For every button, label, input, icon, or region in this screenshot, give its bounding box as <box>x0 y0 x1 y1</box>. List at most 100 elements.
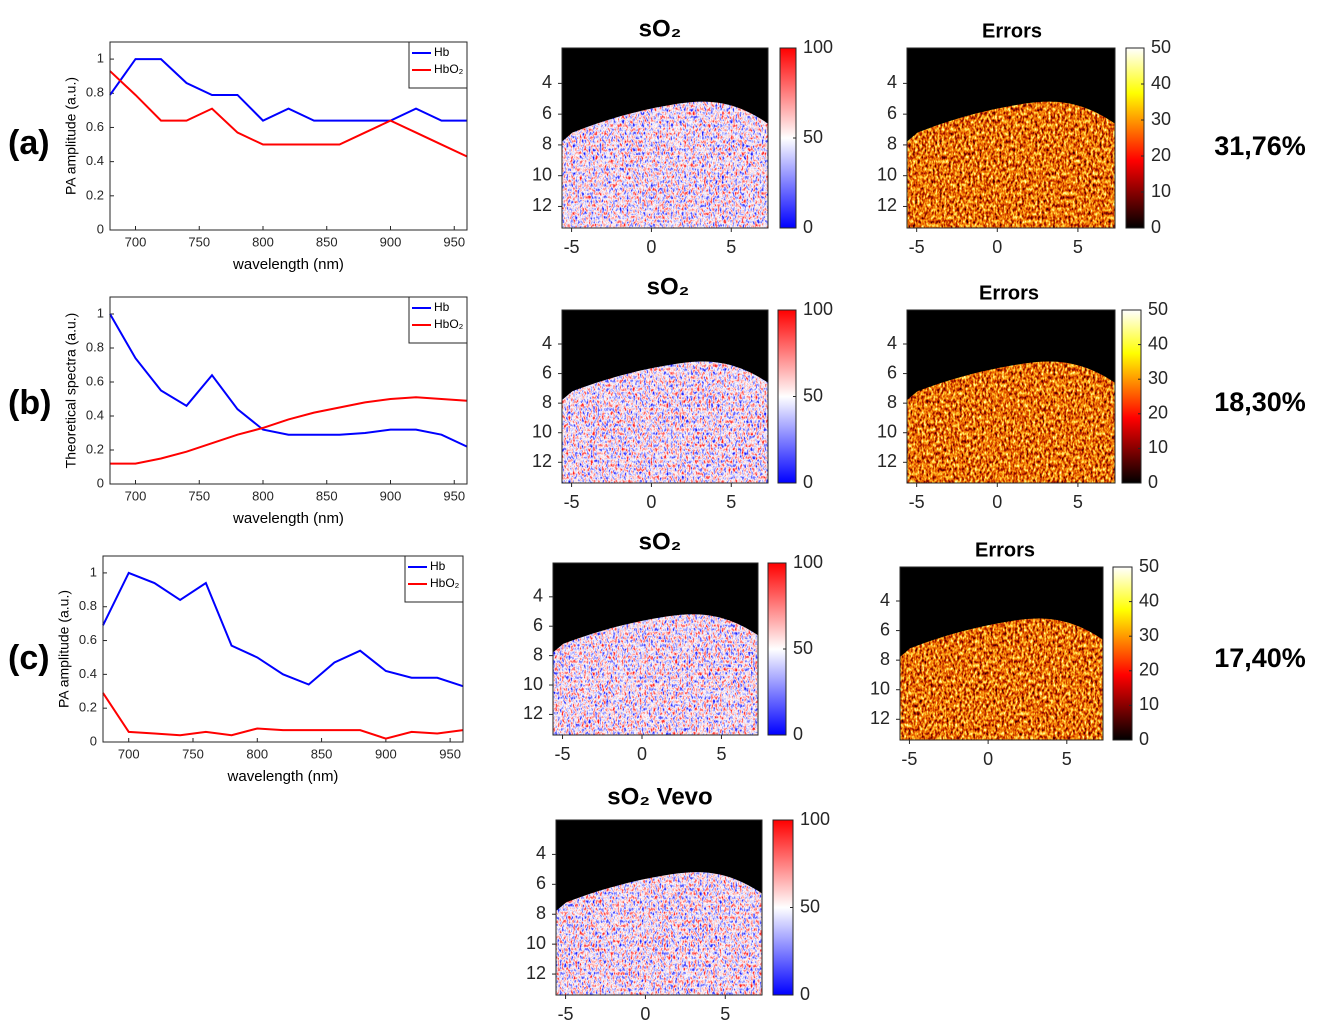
background-mask <box>900 567 1103 657</box>
x-tick-label: 800 <box>252 488 274 503</box>
y-tick-label: 10 <box>532 164 552 184</box>
chart-title: sO₂ Vevo <box>607 783 712 810</box>
y-tick-label: 0.8 <box>86 339 104 354</box>
y-tick-label: 12 <box>532 195 552 215</box>
y-tick-label: 12 <box>870 708 890 728</box>
axes-box <box>109 296 468 485</box>
y-tick-label: 1 <box>97 51 104 66</box>
y-tick-label: 4 <box>880 590 890 610</box>
colorbar-tick-label: 50 <box>1151 37 1171 57</box>
legend-box <box>408 41 468 89</box>
colorbar-tick-label: 0 <box>793 724 803 744</box>
colorbar-tick-label: 30 <box>1151 109 1171 129</box>
x-tick-label: 0 <box>640 1004 650 1024</box>
x-tick-label: 5 <box>1062 749 1072 769</box>
chart-title: sO₂ <box>647 273 690 300</box>
chart-title: Errors <box>975 539 1035 561</box>
y-tick-label: 10 <box>877 421 897 441</box>
colorbar-tick-label: 0 <box>800 984 810 1004</box>
colorbar-tick-label: 20 <box>1139 660 1159 680</box>
y-tick-label: 8 <box>542 134 552 154</box>
y-tick-label: 12 <box>526 963 546 983</box>
background-mask <box>907 310 1115 400</box>
y-tick-label: 0.4 <box>79 666 97 681</box>
colorbar-tick-label: 30 <box>1148 368 1168 388</box>
error-rate: 17,40% <box>1214 643 1306 673</box>
colorbar-tick-label: 50 <box>1148 299 1168 319</box>
background-mask <box>562 48 768 142</box>
error-rate: 31,76% <box>1214 131 1306 161</box>
x-tick-label: 5 <box>720 1004 730 1024</box>
legend-label: Hb <box>430 559 446 573</box>
y-tick-label: 6 <box>887 362 897 382</box>
panel-label: (a) <box>8 124 50 162</box>
x-tick-label: 750 <box>182 746 204 761</box>
y-tick-label: 10 <box>526 933 546 953</box>
x-tick-label: -5 <box>564 492 580 512</box>
y-tick-label: 8 <box>880 649 890 669</box>
legend-box <box>408 296 468 344</box>
y-tick-label: 0.6 <box>86 119 104 134</box>
x-tick-label: 0 <box>646 237 656 257</box>
colorbar-tick-label: 0 <box>803 472 813 492</box>
colorbar-tick-label: 100 <box>803 37 833 57</box>
y-tick-label: 8 <box>536 903 546 923</box>
y-tick-label: 0.8 <box>79 598 97 613</box>
background-mask <box>562 310 768 400</box>
y-axis-label: PA amplitude (a.u.) <box>56 590 72 708</box>
series-line <box>109 70 468 158</box>
x-tick-label: -5 <box>558 1004 574 1024</box>
x-tick-label: 0 <box>992 492 1002 512</box>
series-line <box>102 692 464 740</box>
colorbar-tick-label: 50 <box>803 127 823 147</box>
colorbar-tick-label: 40 <box>1151 73 1171 93</box>
y-axis-label: Theoretical spectra (a.u.) <box>63 313 79 469</box>
legend-label: Hb <box>434 300 450 314</box>
y-tick-label: 4 <box>542 72 552 92</box>
plot-area <box>110 297 467 484</box>
axes-box <box>555 819 763 996</box>
y-tick-label: 10 <box>532 421 552 441</box>
axes-box <box>899 566 1104 741</box>
legend-label: HbO₂ <box>434 317 464 331</box>
error-rate: 18,30% <box>1214 387 1306 417</box>
colorbar-tick-label: 50 <box>803 385 823 405</box>
series-line <box>109 58 467 122</box>
x-tick-label: 0 <box>983 749 993 769</box>
axes-box <box>552 562 759 736</box>
legend-box <box>404 555 464 603</box>
axes-box <box>906 309 1116 484</box>
y-tick-label: 10 <box>877 164 897 184</box>
x-axis-label: wavelength (nm) <box>232 256 344 273</box>
plot-area <box>110 42 467 230</box>
y-tick-label: 0.2 <box>86 441 104 456</box>
x-tick-label: 700 <box>125 234 147 249</box>
y-tick-label: 1 <box>97 305 104 320</box>
x-tick-label: 850 <box>311 746 333 761</box>
y-tick-label: 6 <box>880 619 890 639</box>
x-tick-label: 750 <box>188 488 210 503</box>
x-tick-label: 0 <box>992 237 1002 257</box>
plot-area <box>103 556 463 742</box>
x-tick-label: -5 <box>909 237 925 257</box>
colorbar-tick-label: 40 <box>1139 590 1159 610</box>
y-tick-label: 0.4 <box>86 407 104 422</box>
y-tick-label: 12 <box>532 451 552 471</box>
colorbar-tick-label: 10 <box>1151 181 1171 201</box>
axes-box <box>561 309 769 484</box>
y-tick-label: 0.6 <box>86 373 104 388</box>
colorbar <box>1112 566 1133 741</box>
chart-title: Errors <box>979 282 1039 304</box>
background-mask <box>553 563 758 653</box>
x-tick-label: 850 <box>316 488 338 503</box>
y-tick-label: 4 <box>887 333 897 353</box>
x-tick-label: 900 <box>375 746 397 761</box>
y-tick-label: 6 <box>536 873 546 893</box>
colorbar-tick-label: 50 <box>793 638 813 658</box>
colorbar-tick-label: 100 <box>793 552 823 572</box>
panel-label: (b) <box>8 384 51 422</box>
chart-title: Errors <box>982 20 1042 42</box>
colorbar-tick-label: 0 <box>1139 729 1149 749</box>
axes-box <box>906 47 1116 229</box>
